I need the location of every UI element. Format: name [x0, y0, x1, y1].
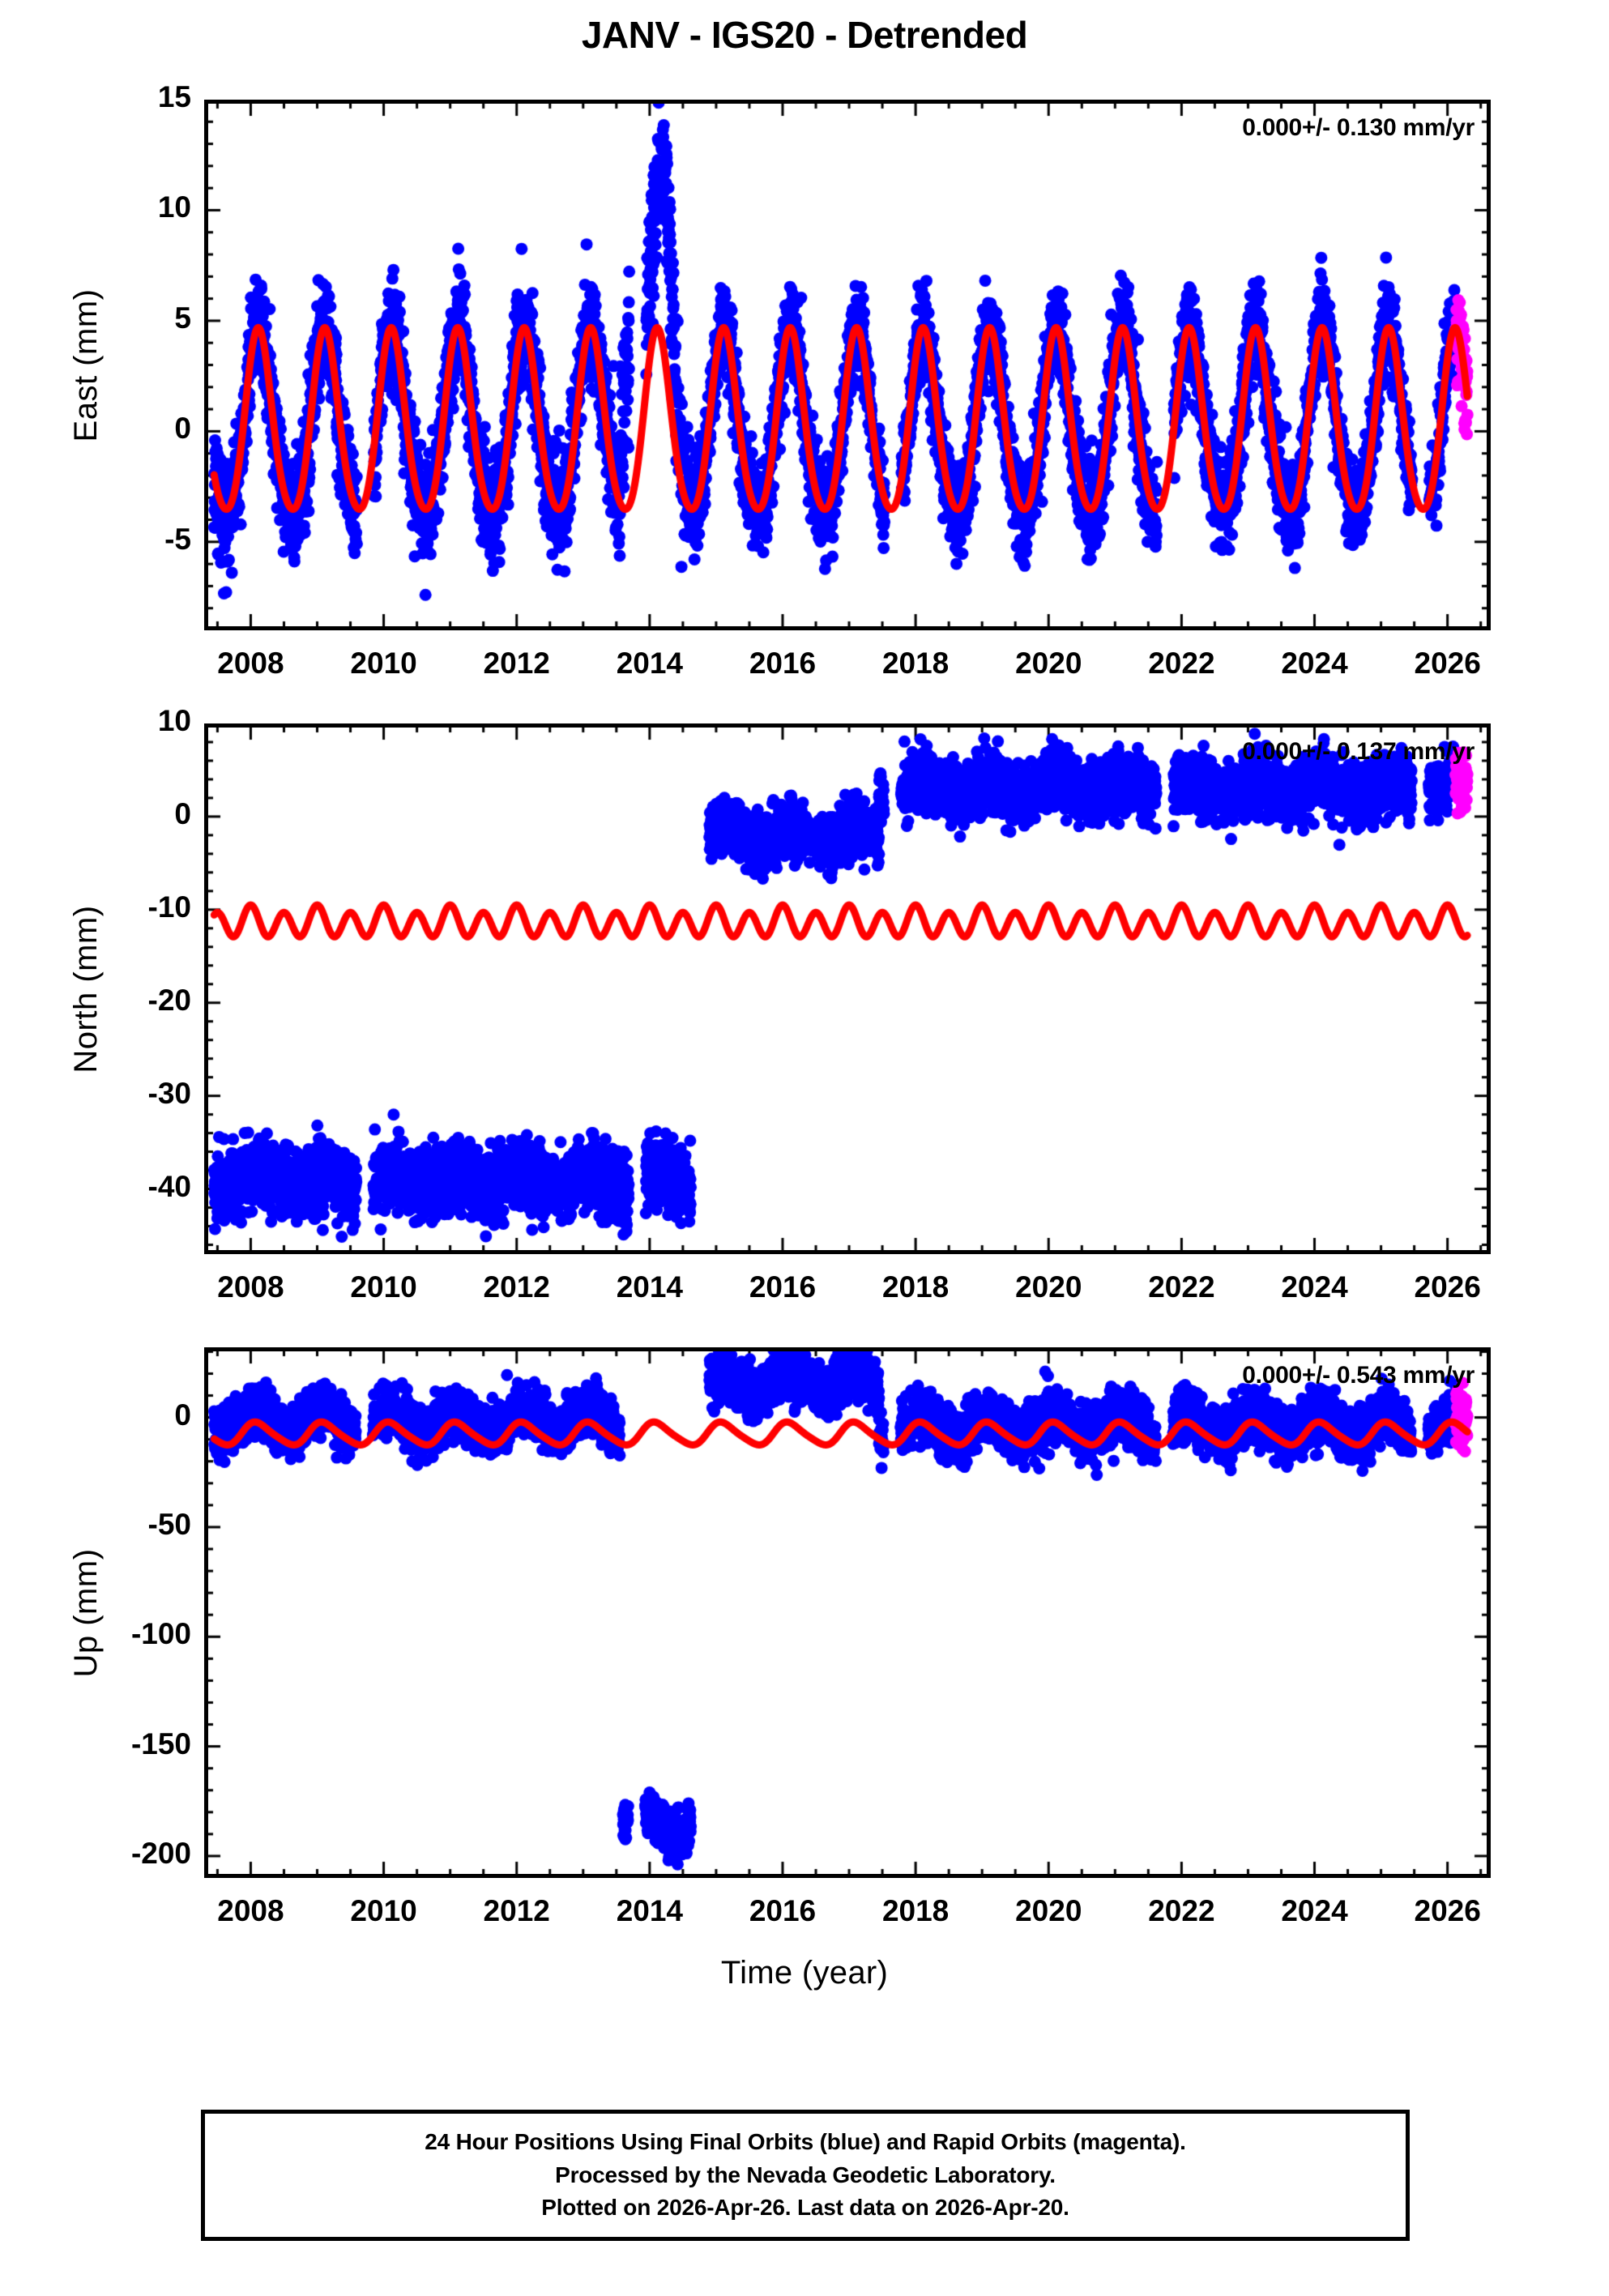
x-tick-label-north: 2010 [350, 1270, 417, 1304]
x-tick-label-east: 2008 [217, 647, 284, 680]
chart-panel-up [204, 1347, 1491, 1878]
x-tick-label-east: 2024 [1281, 647, 1348, 680]
footer-line: 24 Hour Positions Using Final Orbits (bl… [425, 2129, 1186, 2155]
x-tick-label-up: 2024 [1281, 1894, 1348, 1927]
x-tick-label-up: 2010 [350, 1894, 417, 1927]
x-tick-label-up: 2012 [483, 1894, 550, 1927]
x-tick-label-up: 2022 [1148, 1894, 1215, 1927]
rate-annotation-east: 0.000+/- 0.130 mm/yr [1242, 114, 1475, 141]
y-tick-label-east: 15 [157, 80, 191, 113]
x-tick-label-north: 2020 [1015, 1270, 1082, 1304]
y-tick-label-east: 5 [174, 301, 191, 335]
x-tick-label-east: 2014 [616, 647, 683, 680]
chart-panel-north [204, 723, 1491, 1254]
x-tick-label-east: 2010 [350, 647, 417, 680]
x-tick-label-north: 2016 [749, 1270, 817, 1304]
x-tick-label-east: 2022 [1148, 647, 1215, 680]
x-tick-label-up: 2026 [1414, 1894, 1481, 1927]
y-tick-label-east: 10 [157, 190, 191, 224]
x-tick-label-up: 2016 [749, 1894, 817, 1927]
y-tick-label-up: -100 [130, 1617, 191, 1651]
page-title: JANV - IGS20 - Detrended [581, 14, 1028, 56]
rate-annotation-up: 0.000+/- 0.543 mm/yr [1242, 1362, 1475, 1389]
plot-frame-up [204, 1347, 1491, 1878]
y-tick-label-north: -30 [147, 1076, 191, 1110]
x-tick-label-north: 2008 [217, 1270, 284, 1304]
x-tick-label-up: 2014 [616, 1894, 683, 1927]
footer-line: Processed by the Nevada Geodetic Laborat… [555, 2162, 1056, 2187]
x-axis-title: Time (year) [720, 1955, 889, 1991]
y-tick-label-up: -50 [147, 1507, 191, 1541]
y-axis-title-up: Up (mm) [68, 1547, 104, 1678]
plot-frame-north [204, 723, 1491, 1254]
x-tick-label-east: 2026 [1414, 647, 1481, 680]
y-tick-label-up: 0 [174, 1398, 191, 1432]
x-tick-label-north: 2012 [483, 1270, 550, 1304]
y-tick-label-north: -40 [147, 1169, 191, 1203]
chart-canvas-north [204, 723, 1491, 1254]
y-tick-label-north: -10 [147, 890, 191, 924]
chart-panel-east [204, 100, 1491, 630]
chart-canvas-up [204, 1347, 1491, 1878]
y-tick-label-north: 10 [157, 704, 191, 737]
y-tick-label-up: -150 [130, 1726, 191, 1760]
x-tick-label-east: 2012 [483, 647, 550, 680]
footer-note-box: 24 Hour Positions Using Final Orbits (bl… [201, 2110, 1410, 2241]
x-tick-label-east: 2020 [1015, 647, 1082, 680]
x-tick-label-north: 2026 [1414, 1270, 1481, 1304]
rate-annotation-north: 0.000+/- 0.137 mm/yr [1242, 738, 1475, 765]
x-tick-label-up: 2020 [1015, 1894, 1082, 1927]
x-tick-label-up: 2018 [881, 1894, 950, 1927]
x-tick-label-north: 2014 [616, 1270, 683, 1304]
x-tick-label-up: 2008 [217, 1894, 284, 1927]
y-tick-label-north: -20 [147, 983, 191, 1017]
x-tick-label-east: 2018 [881, 647, 950, 680]
x-tick-label-east: 2016 [749, 647, 817, 680]
y-tick-label-east: -5 [164, 522, 191, 556]
y-tick-label-north: 0 [174, 796, 191, 830]
y-tick-label-east: 0 [174, 412, 191, 446]
x-tick-label-north: 2024 [1281, 1270, 1348, 1304]
y-tick-label-up: -200 [130, 1836, 191, 1870]
footer-line: Plotted on 2026-Apr-26. Last data on 202… [541, 2195, 1069, 2221]
x-tick-label-north: 2018 [881, 1270, 950, 1304]
plot-frame-east [204, 100, 1491, 630]
x-tick-label-north: 2022 [1148, 1270, 1215, 1304]
chart-canvas-east [204, 100, 1491, 630]
